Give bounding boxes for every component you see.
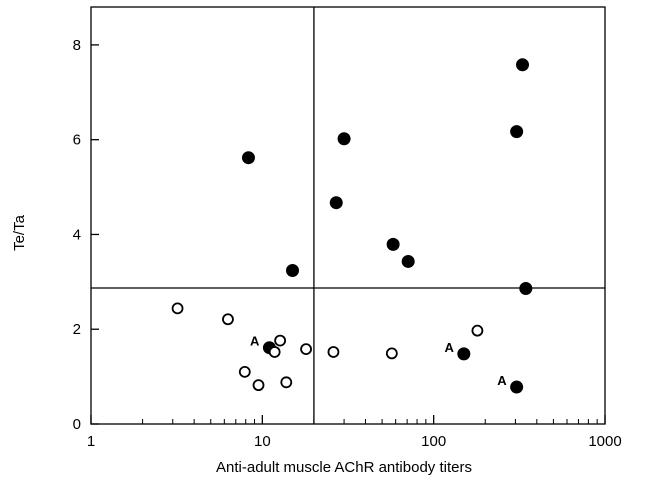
point-annotation: A <box>497 373 507 388</box>
open-circle-point <box>274 334 287 347</box>
x-tick-label: 1000 <box>588 433 621 450</box>
filled-circle-point <box>510 380 524 394</box>
y-axis-ticks: 0 2 4 6 8 <box>73 37 99 433</box>
filled-circle-point <box>386 237 400 251</box>
open-circle-point <box>268 346 281 358</box>
open-circle-point <box>238 365 251 378</box>
point-annotation: A <box>444 340 454 355</box>
filled-circle-point <box>516 58 530 72</box>
plot-frame <box>90 6 606 425</box>
open-circle-point <box>222 313 234 326</box>
open-circle-point <box>327 346 340 358</box>
x-axis-title: Anti-adult muscle AChR antibody titers <box>216 459 472 476</box>
filled-circle-point <box>510 125 524 139</box>
open-circle-point <box>171 302 184 315</box>
plot-border <box>90 6 606 425</box>
y-tick-label: 6 <box>73 132 81 149</box>
filled-circle-point <box>241 151 255 165</box>
open-circle-point <box>471 324 484 337</box>
filled-circle-point <box>286 263 300 277</box>
y-tick-label: 8 <box>73 37 81 54</box>
y-tick-label: 0 <box>73 416 81 433</box>
open-circle-point <box>300 343 312 356</box>
filled-circle-point <box>457 347 471 361</box>
filled-circle-point <box>329 196 343 210</box>
x-tick-label: 10 <box>254 433 271 450</box>
filled-circle-point <box>519 281 533 295</box>
open-circle-point <box>252 379 265 392</box>
open-circle-point <box>385 347 398 360</box>
x-tick-label: 1 <box>87 433 95 450</box>
filled-circle-point <box>337 132 351 146</box>
x-axis-ticks: 1 10 100 1000 <box>87 415 622 450</box>
point-annotation: A <box>250 334 260 349</box>
data-points: A A A <box>171 58 533 394</box>
x-tick-label: 100 <box>421 433 446 450</box>
y-axis-title: Te/Ta <box>11 214 28 251</box>
y-tick-label: 4 <box>73 226 81 243</box>
reference-lines <box>91 7 605 424</box>
y-tick-label: 2 <box>73 321 81 338</box>
open-circle-point <box>280 376 293 389</box>
filled-circle-point <box>401 254 415 268</box>
